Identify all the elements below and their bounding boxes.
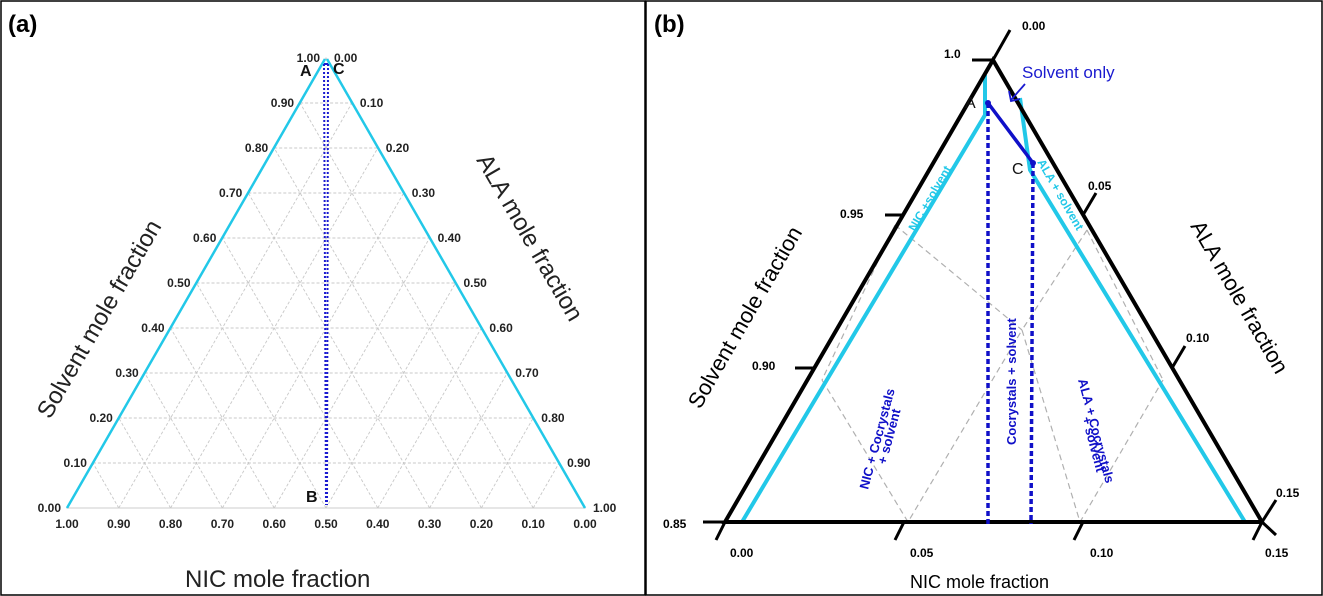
panel-a-grid-line (196, 282, 327, 509)
panel-a-ticks: 1.00 0.90 0.80 0.70 0.60 0.50 0.40 0.30 0.20 0.10… (38, 51, 617, 531)
panel-a-bottom-tick: 0.20 (470, 517, 494, 531)
panel-a-right-tick: 1.00 (593, 501, 617, 515)
panel-b-tie-lines (986, 101, 1035, 525)
panel-a-right-tick: 0.40 (438, 231, 462, 245)
panel-b-point-c: C (1012, 161, 1024, 178)
panel-a-frame (0, 0, 646, 596)
panel-a-tie-line-right (326, 63, 329, 506)
panel-a-point-a: A (300, 63, 312, 80)
panel-a-right-tick: 0.90 (567, 456, 591, 470)
panel-b-left-tick-1: 1.0 (944, 47, 961, 61)
panel-a-bottom-tick: 1.00 (55, 517, 79, 531)
panel-a-grid-line (118, 102, 353, 509)
panel-a-left-tick: 1.00 (297, 51, 321, 65)
panel-a-bottom-axis-label: NIC mole fraction (185, 566, 370, 593)
panel-a-bottom-tick: 0.00 (573, 517, 597, 531)
panel-a-left-tick: 0.00 (38, 501, 62, 515)
panel-a-tie-line-left (323, 63, 327, 506)
panel-a-right-tick: 0.00 (334, 51, 358, 65)
panel-b-triangle (721, 56, 1266, 524)
panel-a-left-tick: 0.80 (245, 141, 269, 155)
panel-a-grid-line (481, 417, 534, 509)
panel-a-bottom-tick: 0.60 (263, 517, 287, 531)
panel-a-bottom-tick: 0.50 (314, 517, 338, 531)
panel-b-bottom-tick-2: 0.05 (910, 546, 934, 560)
panel-a-grid-line (92, 462, 120, 509)
panel-b-bottom-axis-label: NIC mole fraction (910, 572, 1049, 592)
panel-a-bottom-tick: 0.90 (107, 517, 131, 531)
panel-b-cyan-boundaries (740, 75, 1247, 524)
panel-b-left-tick-4: 0.85 (663, 517, 687, 531)
panel-a-grid-line (118, 417, 171, 509)
panel-a-left-tick: 0.10 (64, 456, 88, 470)
panel-b-right-tick-4: 0.15 (1276, 486, 1300, 500)
panel-b-point-a-marker (985, 100, 991, 106)
panel-b-bottom-tick-3: 0.10 (1090, 546, 1114, 560)
panel-a-right-tick: 0.70 (515, 366, 539, 380)
panel-a-bottom-tick: 0.40 (366, 517, 390, 531)
panel-a-grid-line (429, 372, 508, 509)
panel-a-left-tick: 0.40 (141, 321, 165, 335)
panel-a-grid-line (247, 192, 430, 509)
panel-a-bottom-tick: 0.70 (211, 517, 235, 531)
panel-a-grid-line (325, 282, 456, 509)
panel-a-grid (92, 102, 560, 509)
panel-b-left-tick-2: 0.95 (840, 207, 864, 221)
panel-a-grid-line (144, 372, 223, 509)
panel-a-bottom-tick: 0.30 (418, 517, 442, 531)
panel-a-left-tick: 0.70 (219, 186, 243, 200)
panel-b-right-tick-3: 0.10 (1186, 331, 1210, 345)
panel-b-left-tick-3: 0.90 (752, 359, 776, 373)
panel-a-point-b: B (306, 489, 318, 506)
panel-a-nic-boundary (65, 58, 327, 509)
panel-a-left-tick: 0.30 (115, 366, 139, 380)
panel-a-right-tick: 0.30 (412, 186, 436, 200)
panel-a-right-tick: 0.50 (464, 276, 488, 290)
panel-b-bottom-tick-4: 0.15 (1265, 546, 1289, 560)
panel-b-solvent-arrow (1010, 83, 1026, 101)
panel-a-left-tick: 0.50 (167, 276, 191, 290)
panel-a-grid-line (299, 102, 534, 509)
panel-b-point-a: A (965, 95, 976, 112)
panel-b-right-tick-2: 0.05 (1088, 179, 1112, 193)
panel-a-bottom-tick: 0.10 (522, 517, 546, 531)
panel-a-grid-line (222, 192, 405, 509)
panel-a-right-tick: 0.20 (386, 141, 410, 155)
panel-b-right-tick-1: 0.00 (1022, 19, 1046, 33)
panel-a-point-c: C (333, 61, 345, 78)
panel-a-right-tick: 0.10 (360, 96, 384, 110)
panel-a-right-tick: 0.80 (541, 411, 565, 425)
panel-a-left-tick: 0.20 (89, 411, 113, 425)
panel-a-left-tick: 0.60 (193, 231, 217, 245)
panel-b-region-cocrystals: Cocrystals + solvent (1004, 318, 1019, 445)
panel-b-point-c-marker (1030, 160, 1036, 166)
panel-a-ala-boundary (325, 58, 587, 509)
panel-b-label: (b) (654, 11, 685, 38)
panel-a-right-tick: 0.60 (489, 321, 513, 335)
panel-b-arrowhead-icon (1008, 90, 1021, 103)
panel-a-bottom-tick: 0.80 (159, 517, 183, 531)
panel-a-left-tick: 0.90 (271, 96, 295, 110)
panel-a-label: (a) (8, 11, 37, 38)
panel-b-bottom-tick-1: 0.00 (730, 546, 754, 560)
panel-b-tick-marks (703, 29, 1278, 541)
panel-b-solvent-only: Solvent only (1022, 63, 1115, 82)
panel-a-grid-line (532, 462, 560, 509)
